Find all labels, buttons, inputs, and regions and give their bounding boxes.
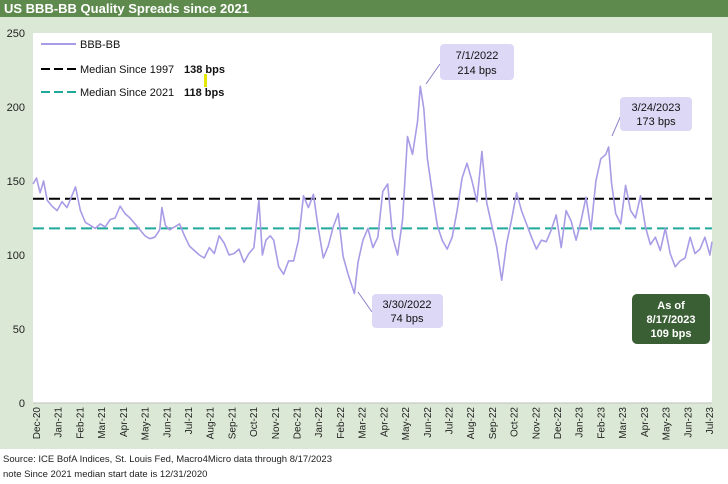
x-tick-label: Dec-21 <box>293 407 304 440</box>
x-tick-label: Jan-21 <box>54 407 65 438</box>
callout-date-peak-2023: 3/24/2023 <box>632 102 681 114</box>
x-tick-label: Jun-21 <box>162 407 173 438</box>
x-tick-label: Dec-20 <box>32 407 43 440</box>
y-tick-label: 200 <box>7 102 25 114</box>
y-tick-label: 250 <box>7 28 25 40</box>
x-tick-label: Apr-22 <box>379 407 390 437</box>
x-tick-label: Mar-21 <box>97 407 108 439</box>
x-tick-label: Mar-23 <box>618 407 629 439</box>
x-tick-label: Apr-21 <box>119 407 130 437</box>
callout-leader-low-2022 <box>357 291 373 313</box>
y-tick-label: 100 <box>7 250 25 262</box>
x-tick-label: Oct-21 <box>249 407 260 437</box>
x-tick-label: Jun-23 <box>683 407 694 438</box>
x-tick-label: Jul-21 <box>184 407 195 435</box>
callout-box-low-2022 <box>372 294 443 328</box>
legend-label-median-1997: Median Since 1997 <box>80 64 174 76</box>
callout-asof-line2: 8/17/2023 <box>647 314 696 326</box>
callout-asof-line3: 109 bps <box>651 328 692 340</box>
x-tick-label: Jul-22 <box>444 407 455 435</box>
x-tick-label: May-22 <box>401 407 412 441</box>
callout-leader-peak-2022 <box>425 63 441 85</box>
x-tick-label: Jun-22 <box>423 407 434 438</box>
x-tick-label: Nov-21 <box>271 407 282 440</box>
x-tick-label: Nov-22 <box>531 407 542 440</box>
highlight-mark <box>204 74 207 87</box>
callout-asof-line1: As of <box>657 300 685 312</box>
legend-label-series: BBB-BB <box>80 39 120 51</box>
y-tick-label: 50 <box>13 324 25 336</box>
footnote: note Since 2021 median start date is 12/… <box>3 469 208 480</box>
callout-peak-2023: 3/24/2023 173 bps <box>611 97 692 137</box>
x-tick-label: May-23 <box>662 407 673 441</box>
x-tick-label: Sep-21 <box>227 407 238 440</box>
series-line-bbb-bb <box>32 85 713 295</box>
source-note: Source: ICE BofA Indices, St. Louis Fed,… <box>3 454 332 465</box>
x-tick-label: Aug-21 <box>206 407 217 440</box>
x-tick-label: Jan-22 <box>314 407 325 438</box>
x-tick-label: Apr-23 <box>640 407 651 437</box>
legend-label-median-2021: Median Since 2021 <box>80 87 174 99</box>
y-axis: 0 50 100 150 200 250 <box>7 28 712 410</box>
x-tick-label: Jan-23 <box>575 407 586 438</box>
x-tick-label: Mar-22 <box>358 407 369 439</box>
median-lines <box>33 197 712 230</box>
legend: BBB-BB Median Since 1997 138 bps Median … <box>35 34 243 100</box>
legend-value-median-2021: 118 bps <box>184 87 224 99</box>
callout-value-peak-2023: 173 bps <box>636 116 676 128</box>
callout-date-low-2022: 3/30/2022 <box>383 299 432 311</box>
callout-peak-2022: 7/1/2022 214 bps <box>425 44 514 85</box>
legend-value-median-1997: 138 bps <box>184 64 225 76</box>
x-tick-label: Aug-22 <box>466 407 477 440</box>
x-tick-label: Dec-22 <box>553 407 564 440</box>
y-tick-label: 150 <box>7 176 25 188</box>
x-axis: Dec-20 Jan-21 Feb-21 Mar-21 Apr-21 May-21 Jun-… <box>32 407 716 441</box>
x-tick-label: Oct-22 <box>510 407 521 437</box>
x-tick-label: Sep-22 <box>488 407 499 440</box>
callout-low-2022: 3/30/2022 74 bps <box>357 291 443 328</box>
x-tick-label: Feb-21 <box>75 407 86 439</box>
callout-box-peak-2023 <box>620 97 692 131</box>
x-tick-label: May-21 <box>141 407 152 441</box>
callout-date-peak-2022: 7/1/2022 <box>456 50 499 62</box>
x-tick-label: Feb-22 <box>336 407 347 439</box>
x-tick-label: Feb-23 <box>596 407 607 439</box>
callout-value-peak-2022: 214 bps <box>457 65 497 77</box>
chart-title: US BBB-BB Quality Spreads since 2021 <box>4 1 249 16</box>
callout-value-low-2022: 74 bps <box>390 313 424 325</box>
callout-box-peak-2022 <box>440 44 514 80</box>
x-tick-label: Jul-23 <box>705 407 716 435</box>
y-tick-label: 0 <box>19 398 25 410</box>
title-bar: US BBB-BB Quality Spreads since 2021 <box>0 0 728 17</box>
callout-box-as-of <box>632 294 710 344</box>
callout-as-of: As of 8/17/2023 109 bps <box>632 294 710 344</box>
